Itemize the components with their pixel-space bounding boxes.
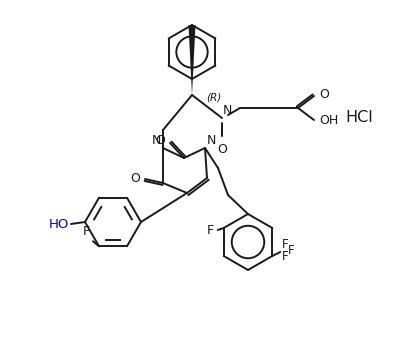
Text: F: F	[288, 245, 295, 257]
Text: O: O	[130, 172, 140, 185]
Polygon shape	[188, 25, 195, 95]
Text: OH: OH	[319, 114, 338, 127]
Text: N: N	[152, 134, 161, 147]
Text: F: F	[282, 251, 289, 263]
Text: HCl: HCl	[345, 110, 373, 126]
Text: F: F	[207, 224, 214, 238]
Text: N: N	[223, 104, 232, 117]
Text: O: O	[319, 88, 329, 102]
Text: F: F	[282, 239, 289, 251]
Text: HO: HO	[48, 217, 69, 230]
Text: (R): (R)	[206, 92, 221, 102]
Text: N: N	[207, 134, 217, 147]
Text: F: F	[83, 225, 90, 238]
Text: O: O	[155, 135, 165, 148]
Text: O: O	[217, 143, 227, 156]
